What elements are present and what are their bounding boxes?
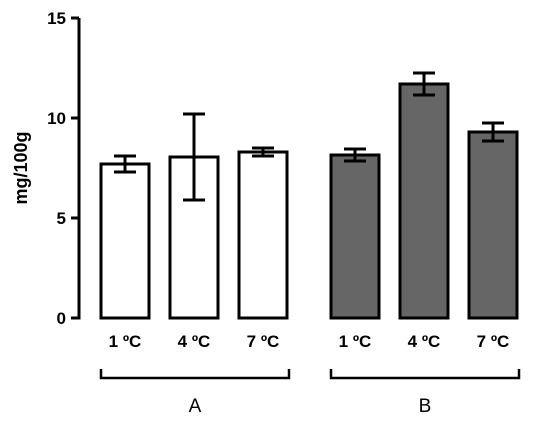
group-bracket: [99, 369, 291, 380]
bar: [237, 150, 289, 320]
bars: [99, 71, 519, 320]
category-label: 1 ºC: [339, 332, 372, 351]
category-label: 4 ºC: [178, 332, 211, 351]
bar: [467, 130, 519, 320]
group-bracket: [329, 369, 521, 380]
y-tick-label: 5: [57, 209, 66, 228]
y-tick-label: 10: [47, 109, 66, 128]
y-tick-label: 0: [57, 309, 66, 328]
y-tick-label: 15: [47, 9, 66, 28]
category-labels: 1 ºC 4 ºC 7 ºC 1 ºC 4 ºC 7 ºC: [109, 332, 510, 351]
bar: [398, 82, 450, 320]
category-label: 7 ºC: [477, 332, 510, 351]
group-label: B: [419, 396, 432, 417]
y-axis-title: mg/100g: [11, 131, 31, 204]
bar: [329, 153, 381, 320]
group-label: A: [189, 396, 202, 417]
category-label: 7 ºC: [247, 332, 280, 351]
category-label: 1 ºC: [109, 332, 142, 351]
y-axis: 0 5 10 15: [47, 9, 81, 328]
bar: [99, 162, 151, 320]
category-label: 4 ºC: [408, 332, 441, 351]
